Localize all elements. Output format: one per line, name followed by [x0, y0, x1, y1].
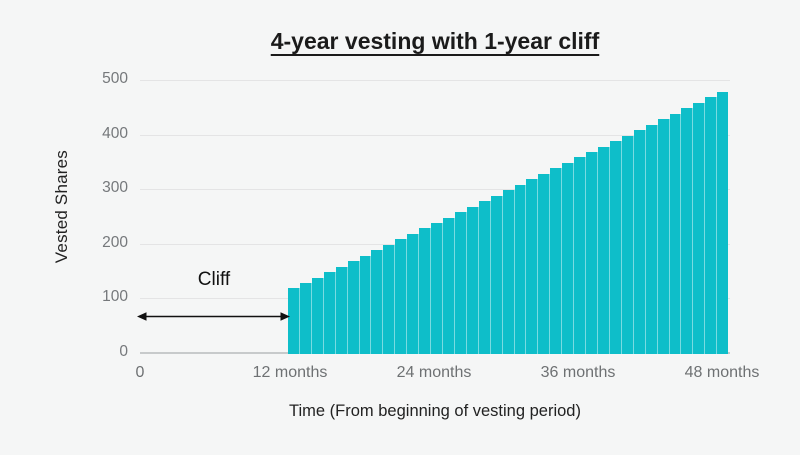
vesting-bar-month-19: [371, 250, 384, 354]
vesting-bar-month-31: [514, 184, 527, 354]
vesting-bar-month-17: [347, 261, 360, 354]
x-tick-label: 0: [135, 364, 145, 381]
vesting-bar-month-27: [466, 206, 479, 354]
vesting-bar-month-20: [383, 244, 396, 354]
y-tick-label: 500: [102, 70, 128, 87]
vesting-bar-month-48: [717, 91, 729, 354]
vesting-bar-month-18: [359, 255, 372, 354]
vesting-bar-month-37: [586, 151, 598, 354]
vesting-bar-month-22: [407, 233, 420, 354]
vesting-bar-month-43: [657, 119, 670, 354]
vesting-bar-month-46: [693, 102, 706, 354]
vesting-bar-month-40: [621, 135, 634, 354]
bar-series: [288, 80, 729, 354]
gridline: [140, 80, 730, 81]
vesting-bar-month-45: [681, 108, 694, 354]
gridline: [140, 134, 730, 136]
x-tick-label: 24 months: [396, 364, 472, 381]
vesting-bar-month-14: [311, 277, 324, 354]
x-tick-label: 12 months: [252, 364, 328, 381]
vesting-bar-month-44: [669, 113, 682, 354]
x-axis-title: Time (From beginning of vesting period): [289, 402, 581, 420]
vesting-bar-month-39: [609, 141, 622, 354]
vesting-bar-month-42: [645, 124, 658, 354]
vesting-bar-month-29: [490, 195, 503, 354]
vesting-bar-month-26: [454, 212, 467, 354]
y-tick-label: 300: [102, 179, 128, 197]
vesting-bar-month-35: [562, 162, 575, 354]
vesting-bar-month-23: [419, 228, 432, 354]
vesting-bar-month-16: [335, 266, 348, 354]
vesting-bar-month-47: [705, 97, 718, 354]
y-tick-label: 0: [119, 343, 128, 360]
chart-title: 4-year vesting with 1-year cliff: [270, 28, 600, 54]
vesting-bar-month-34: [550, 168, 563, 354]
vesting-bar-month-32: [526, 179, 539, 354]
x-tick-label: 48 months: [684, 364, 760, 381]
y-tick-label: 100: [102, 288, 128, 306]
vesting-bar-month-12: [288, 288, 300, 354]
gridline: [140, 189, 730, 191]
y-tick-label: 200: [102, 233, 128, 251]
vesting-bar-month-25: [442, 217, 455, 354]
x-tick-label: 36 months: [540, 364, 616, 381]
vesting-bar-month-13: [299, 283, 312, 354]
vesting-bar-month-15: [323, 272, 336, 354]
cliff-arrow-left-head-icon: [137, 312, 147, 321]
vesting-bar-month-24: [431, 222, 443, 354]
vesting-bar-month-41: [633, 130, 646, 354]
vesting-bar-month-38: [597, 146, 610, 354]
vesting-bar-month-36: [574, 157, 587, 354]
vesting-bar-month-28: [478, 201, 491, 354]
vesting-bar-month-33: [538, 173, 551, 354]
y-tick-label: 400: [102, 124, 128, 142]
cliff-annotation-label: Cliff: [197, 269, 231, 290]
vesting-bar-month-30: [502, 190, 515, 354]
vesting-bar-month-21: [395, 239, 408, 354]
